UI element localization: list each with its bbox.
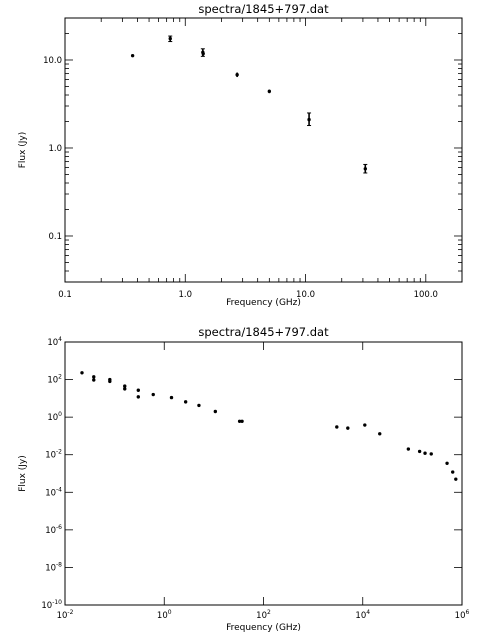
- data-point: [454, 477, 458, 481]
- data-point: [307, 117, 311, 122]
- data-point: [335, 425, 339, 429]
- y-tick-label: 10-6: [45, 524, 62, 536]
- data-point: [151, 392, 155, 397]
- data-point: [92, 378, 96, 382]
- data-point: [136, 395, 141, 399]
- data-point: [451, 470, 455, 474]
- plot-frame: [64, 17, 463, 283]
- data-point: [423, 451, 427, 455]
- x-axis-label: Frequency (GHz): [226, 623, 301, 633]
- y-tick-label: 10-8: [45, 561, 62, 573]
- data-point: [108, 379, 112, 384]
- x-tick-label: 100.0: [414, 290, 438, 300]
- data-point: [183, 400, 188, 404]
- data-point: [240, 419, 244, 424]
- data-point: [197, 403, 201, 408]
- x-tick-label: 102: [256, 609, 271, 621]
- data-point: [417, 449, 422, 454]
- y-tick-label: 0.1: [48, 232, 62, 242]
- data-point: [363, 423, 367, 427]
- y-tick-label: 10.0: [43, 56, 62, 66]
- y-tick-label: 100: [47, 411, 62, 423]
- x-axis-label: Frequency (GHz): [226, 298, 301, 308]
- data-point: [136, 388, 141, 392]
- x-tick-label: 0.1: [58, 290, 72, 300]
- y-tick-label: 102: [47, 374, 62, 386]
- x-tick-label: 1.0: [178, 290, 192, 300]
- chart-title: spectra/1845+797.dat: [198, 2, 329, 16]
- y-tick-label: 10-4: [45, 486, 62, 498]
- data-point: [267, 89, 272, 94]
- chart-top: 0.1 1.0 10.0 100.0 0.1 1.0 10.0 spectra/1845+79…: [18, 2, 463, 308]
- data-point: [235, 73, 239, 77]
- y-axis-label: Flux (Jy): [18, 455, 28, 492]
- data-point: [80, 371, 84, 375]
- x-tick-label: 106: [455, 609, 470, 621]
- data-point: [92, 375, 96, 379]
- y-tick-label: 10-10: [41, 599, 62, 611]
- data-point: [169, 395, 174, 400]
- data-point: [130, 53, 135, 58]
- data-point: [123, 384, 127, 388]
- data-point: [378, 432, 382, 436]
- data-point: [201, 51, 205, 56]
- y-tick-label: 104: [47, 336, 62, 348]
- data-point: [213, 409, 218, 414]
- x-tick-label: 100: [157, 609, 172, 621]
- y-axis-label: Flux (Jy): [18, 132, 28, 169]
- y-tick-label: 1.0: [48, 144, 62, 154]
- data-point: [346, 426, 350, 430]
- plot-frame: [64, 341, 463, 606]
- data-point: [123, 387, 127, 391]
- x-tick-label: 10-2: [57, 609, 74, 621]
- chart-bottom: 10-2 100 102 104 106 10-10 10-8 10-6 10-4 10-2 100…: [18, 325, 470, 633]
- x-tick-label: 104: [355, 609, 370, 621]
- x-tick-label: 10.0: [296, 290, 315, 300]
- data-point: [445, 461, 449, 465]
- data-point: [168, 36, 172, 41]
- y-tick-label: 10-2: [45, 449, 62, 461]
- data-point: [429, 452, 433, 456]
- data-point: [363, 167, 367, 171]
- data-point: [406, 447, 411, 451]
- chart-title: spectra/1845+797.dat: [198, 325, 329, 339]
